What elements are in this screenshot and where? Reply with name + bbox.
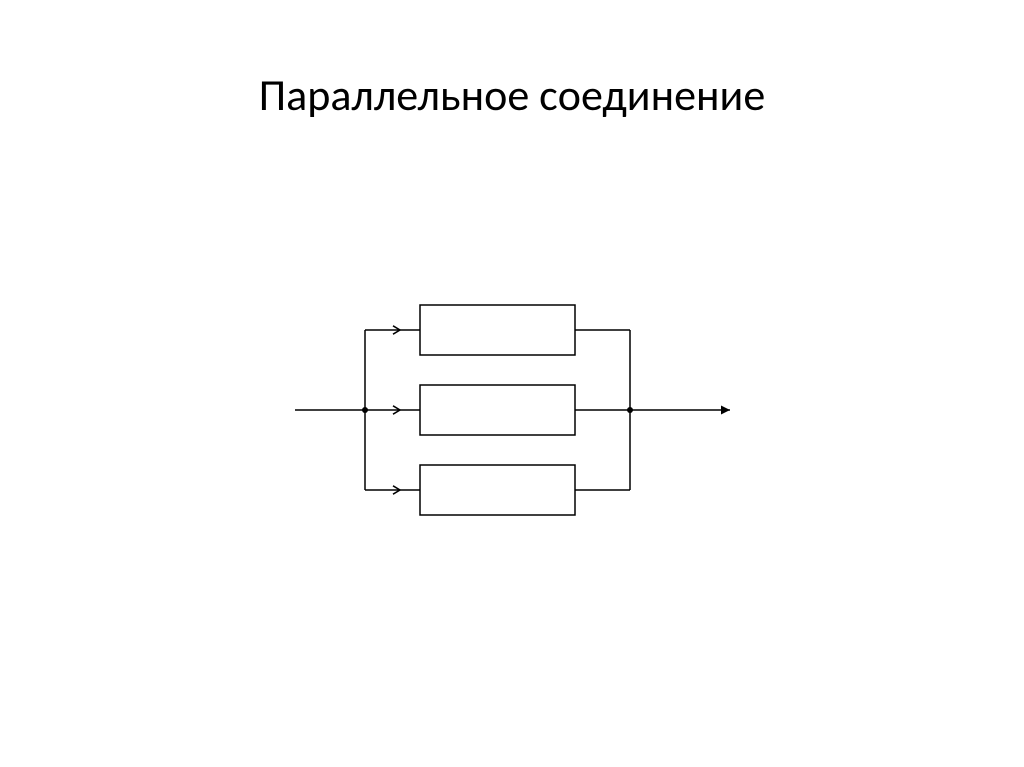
parallel-diagram bbox=[0, 280, 1024, 580]
slide-title: Параллельное соединение bbox=[0, 68, 1024, 122]
diagram-svg bbox=[0, 280, 1024, 580]
